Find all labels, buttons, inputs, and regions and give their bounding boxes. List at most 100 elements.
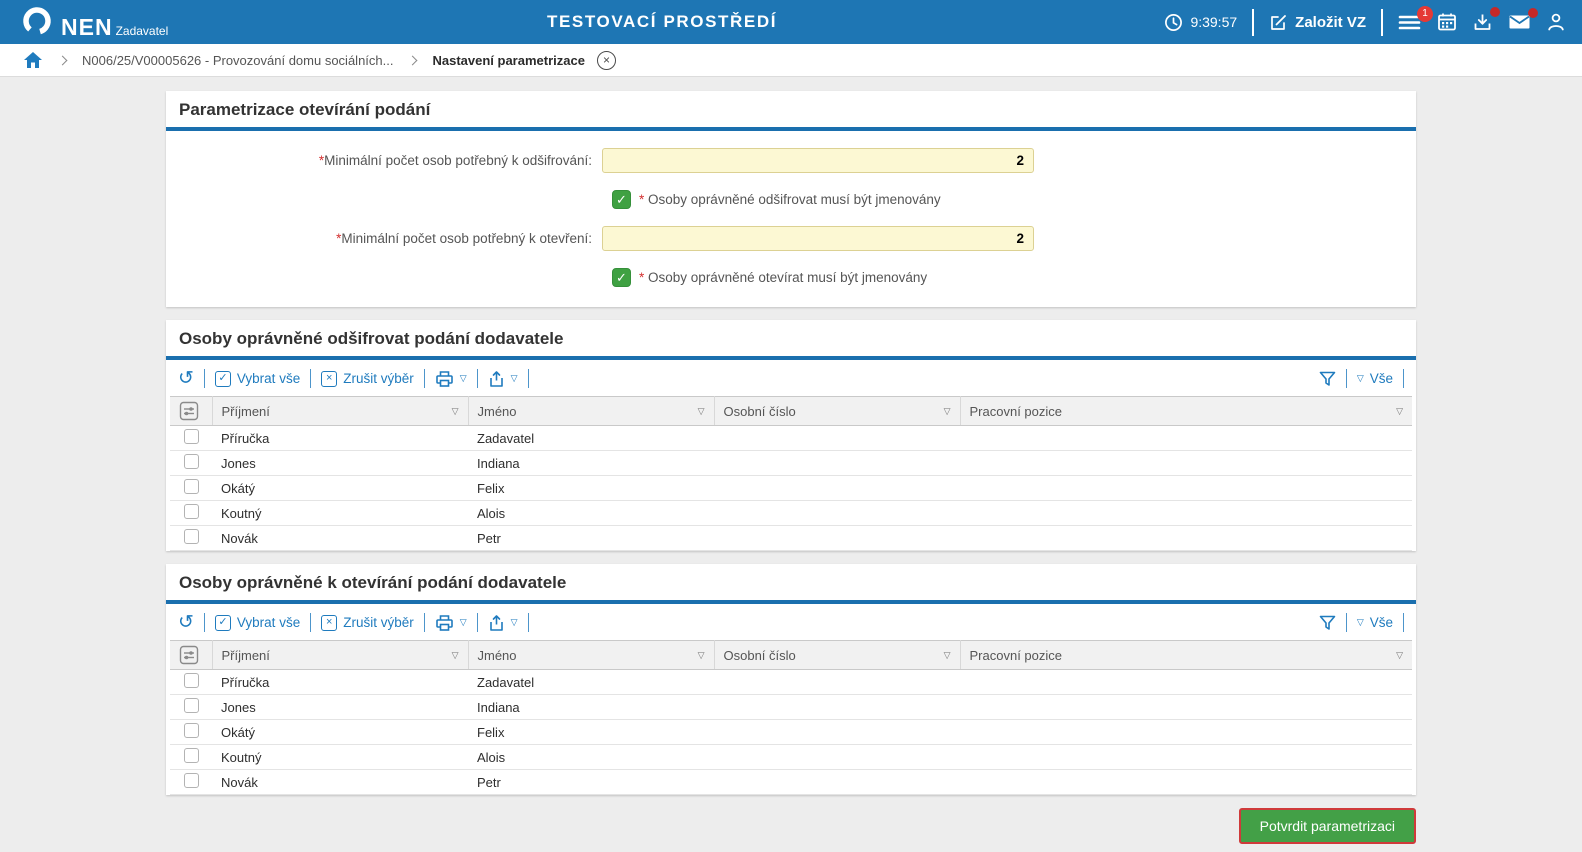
downloads-button[interactable] — [1472, 7, 1500, 32]
column-settings-header[interactable] — [170, 396, 213, 426]
create-vz-button[interactable]: Založit VZ — [1269, 13, 1366, 32]
column-header-position[interactable]: Pracovní pozice ▽ — [960, 640, 1412, 670]
confirm-parametrization-button[interactable]: Potvrdit parametrizaci — [1238, 808, 1416, 844]
breadcrumb-contract-link[interactable]: N006/25/V00005626 - Provozování domu soc… — [82, 52, 394, 68]
toolbar-right: ▽ Vše — [1319, 369, 1404, 388]
row-checkbox[interactable] — [183, 673, 199, 688]
table-cell — [714, 744, 960, 770]
mail-icon — [1508, 13, 1531, 31]
select-all-button[interactable]: ✓ Vybrat vše — [214, 370, 300, 387]
app-logo[interactable]: NEN Zadavatel — [22, 6, 168, 39]
breadcrumb-current-page: Nastavení parametrizace — [432, 52, 585, 68]
column-filter-icon[interactable]: ▽ — [697, 405, 705, 416]
table-cell — [714, 500, 960, 526]
create-vz-label: Založit VZ — [1295, 13, 1366, 31]
table-cell — [714, 769, 960, 795]
column-header-personal-number[interactable]: Osobní číslo ▽ — [714, 640, 961, 670]
column-header-position[interactable]: Pracovní pozice ▽ — [960, 396, 1412, 426]
view-all-dropdown[interactable]: ▽ Vše — [1356, 615, 1393, 630]
decrypt-named-checkbox-label: * Osoby oprávněné odšifrovat musí být jm… — [639, 192, 941, 207]
table-row[interactable]: Okátý Felix — [170, 475, 1412, 501]
messages-button[interactable] — [1508, 8, 1538, 31]
table-cell: Okátý — [212, 719, 468, 745]
table-row[interactable]: Okátý Felix — [170, 719, 1412, 745]
row-checkbox[interactable] — [183, 479, 199, 494]
checkbox-cross-icon: × — [321, 370, 338, 387]
column-header-surname[interactable]: Příjmení ▽ — [212, 640, 469, 670]
main-menu-button[interactable]: 1 — [1398, 5, 1433, 32]
filter-button[interactable] — [1319, 615, 1336, 631]
column-header-personal-number[interactable]: Osobní číslo ▽ — [714, 396, 961, 426]
column-filter-icon[interactable]: ▽ — [697, 649, 705, 660]
export-button[interactable]: ▽ — [488, 370, 518, 388]
column-filter-icon[interactable]: ▽ — [1396, 649, 1403, 660]
table-cell — [714, 450, 960, 476]
column-filter-icon[interactable]: ▽ — [451, 649, 459, 660]
checkbox-checked-icon[interactable]: ✓ — [612, 268, 631, 287]
decrypt-min-persons-input[interactable] — [602, 148, 1034, 173]
row-checkbox[interactable] — [183, 429, 199, 444]
print-button[interactable]: ▽ — [435, 370, 467, 388]
refresh-icon[interactable]: ↺ — [178, 612, 194, 633]
row-checkbox[interactable] — [183, 723, 199, 738]
toolbar-separator — [1403, 369, 1404, 388]
table-cell: Indiana — [468, 694, 714, 720]
home-icon[interactable] — [23, 51, 43, 69]
open-persons-panel: Osoby oprávněné k otevírání podání dodav… — [166, 564, 1416, 795]
refresh-icon[interactable]: ↺ — [178, 368, 194, 389]
table-row[interactable]: Koutný Alois — [170, 744, 1412, 770]
select-all-button[interactable]: ✓ Vybrat vše — [214, 614, 300, 631]
export-button[interactable]: ▽ — [488, 614, 518, 632]
export-icon — [488, 370, 505, 388]
clear-selection-button[interactable]: × Zrušit výběr — [321, 370, 414, 387]
column-header-firstname[interactable]: Jméno ▽ — [468, 396, 715, 426]
checkbox-checked-icon[interactable]: ✓ — [612, 190, 631, 209]
column-header-surname[interactable]: Příjmení ▽ — [212, 396, 469, 426]
row-checkbox[interactable] — [183, 748, 199, 763]
filter-button[interactable] — [1319, 371, 1336, 387]
print-button[interactable]: ▽ — [435, 614, 467, 632]
download-icon — [1472, 12, 1493, 32]
checkbox-cross-icon: × — [321, 614, 338, 631]
checkbox-check-icon: ✓ — [214, 370, 231, 387]
close-tab-icon[interactable]: × — [596, 50, 616, 70]
row-checkbox[interactable] — [183, 773, 199, 788]
toolbar-separator — [310, 613, 312, 632]
topbar-actions: 9:39:57 Založit VZ 1 — [1164, 5, 1582, 36]
toolbar-separator — [1345, 613, 1347, 632]
toolbar-separator — [423, 369, 425, 388]
table-row[interactable]: Novák Petr — [170, 525, 1412, 551]
open-min-persons-input[interactable] — [602, 226, 1034, 251]
table-row[interactable]: Koutný Alois — [170, 500, 1412, 526]
clock-icon — [1164, 13, 1183, 32]
table-row[interactable]: Příručka Zadavatel — [170, 425, 1412, 451]
row-checkbox-cell — [170, 525, 212, 551]
column-settings-header[interactable] — [170, 640, 213, 670]
column-filter-icon[interactable]: ▽ — [451, 405, 459, 416]
open-named-checkbox-label: * Osoby oprávněné otevírat musí být jmen… — [639, 270, 928, 285]
row-checkbox[interactable] — [183, 504, 199, 519]
table-cell: Novák — [212, 525, 468, 551]
user-profile-button[interactable] — [1546, 12, 1566, 32]
row-checkbox[interactable] — [183, 698, 199, 713]
row-checkbox[interactable] — [183, 454, 199, 469]
column-filter-icon[interactable]: ▽ — [943, 649, 951, 660]
clear-selection-button[interactable]: × Zrušit výběr — [321, 614, 414, 631]
chevron-right-icon — [408, 55, 418, 65]
view-all-dropdown[interactable]: ▽ Vše — [1356, 371, 1393, 386]
row-checkbox[interactable] — [183, 529, 199, 544]
table-cell: Indiana — [468, 450, 714, 476]
table-header-row: Příjmení ▽ Jméno ▽ Osobní číslo ▽ Pracovní … — [170, 640, 1412, 670]
column-filter-icon[interactable]: ▽ — [943, 405, 951, 416]
table-cell — [960, 669, 1412, 695]
table-row[interactable]: Příručka Zadavatel — [170, 669, 1412, 695]
table-cell — [960, 500, 1412, 526]
table-row[interactable]: Jones Indiana — [170, 694, 1412, 720]
column-header-firstname[interactable]: Jméno ▽ — [468, 640, 715, 670]
table-row[interactable]: Novák Petr — [170, 769, 1412, 795]
toolbar-right: ▽ Vše — [1319, 613, 1404, 632]
table-row[interactable]: Jones Indiana — [170, 450, 1412, 476]
calendar-icon — [1437, 12, 1457, 32]
column-filter-icon[interactable]: ▽ — [1396, 405, 1403, 416]
calendar-button[interactable] — [1437, 12, 1457, 32]
